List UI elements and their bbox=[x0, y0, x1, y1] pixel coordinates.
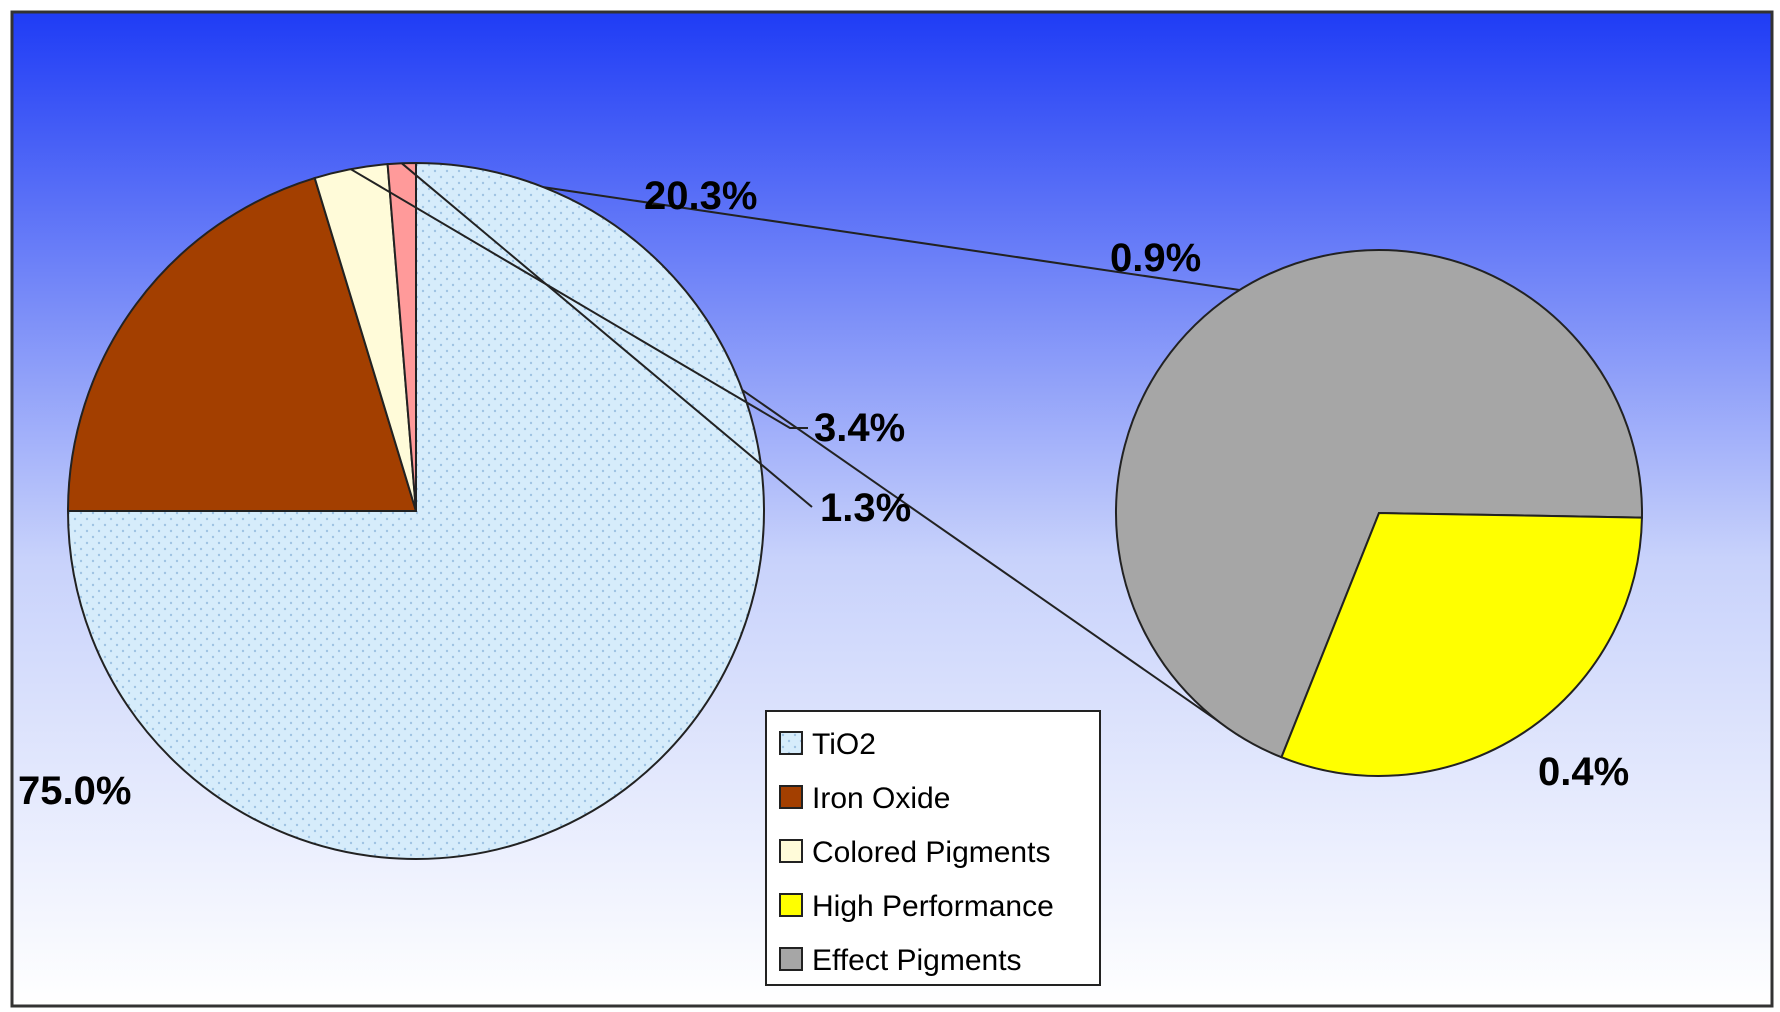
legend-swatch bbox=[779, 947, 803, 971]
legend-swatch bbox=[779, 731, 803, 755]
main-pie bbox=[66, 161, 765, 860]
legend-label: Iron Oxide bbox=[812, 782, 950, 815]
secondary-pie bbox=[1115, 248, 1643, 777]
pie-slice-iron bbox=[66, 176, 418, 512]
data-label-tio2: 75.0% bbox=[18, 769, 131, 813]
data-label-iron: 20.3% bbox=[644, 174, 757, 218]
legend-box bbox=[765, 710, 1101, 986]
legend-label: High Performance bbox=[812, 890, 1054, 923]
secondary-slice-highperf bbox=[1280, 511, 1643, 777]
data-labels: 75.0% 20.3% 3.4% 1.3% 0.9% 0.4% bbox=[18, 162, 1629, 813]
data-label-effect: 0.9% bbox=[1110, 236, 1201, 280]
legend-label: TiO2 bbox=[812, 728, 876, 761]
secondary-slice-effect bbox=[1115, 248, 1643, 759]
legend-swatch bbox=[779, 893, 803, 917]
leader-line-colored bbox=[350, 168, 808, 429]
data-label-other: 1.3% bbox=[820, 486, 911, 530]
legend-swatch bbox=[779, 839, 803, 863]
legend-label: Colored Pigments bbox=[812, 836, 1050, 869]
legend-label: Effect Pigments bbox=[812, 944, 1022, 977]
data-label-colored: 3.4% bbox=[814, 406, 905, 450]
pie-slice-other bbox=[386, 161, 417, 512]
leader-line-other bbox=[401, 162, 813, 508]
data-label-highperf: 0.4% bbox=[1538, 750, 1629, 794]
legend-swatch bbox=[779, 785, 803, 809]
legend: TiO2 Iron Oxide Colored Pigments High Perfo… bbox=[765, 710, 1101, 986]
pie-slice-tio2 bbox=[66, 161, 765, 860]
